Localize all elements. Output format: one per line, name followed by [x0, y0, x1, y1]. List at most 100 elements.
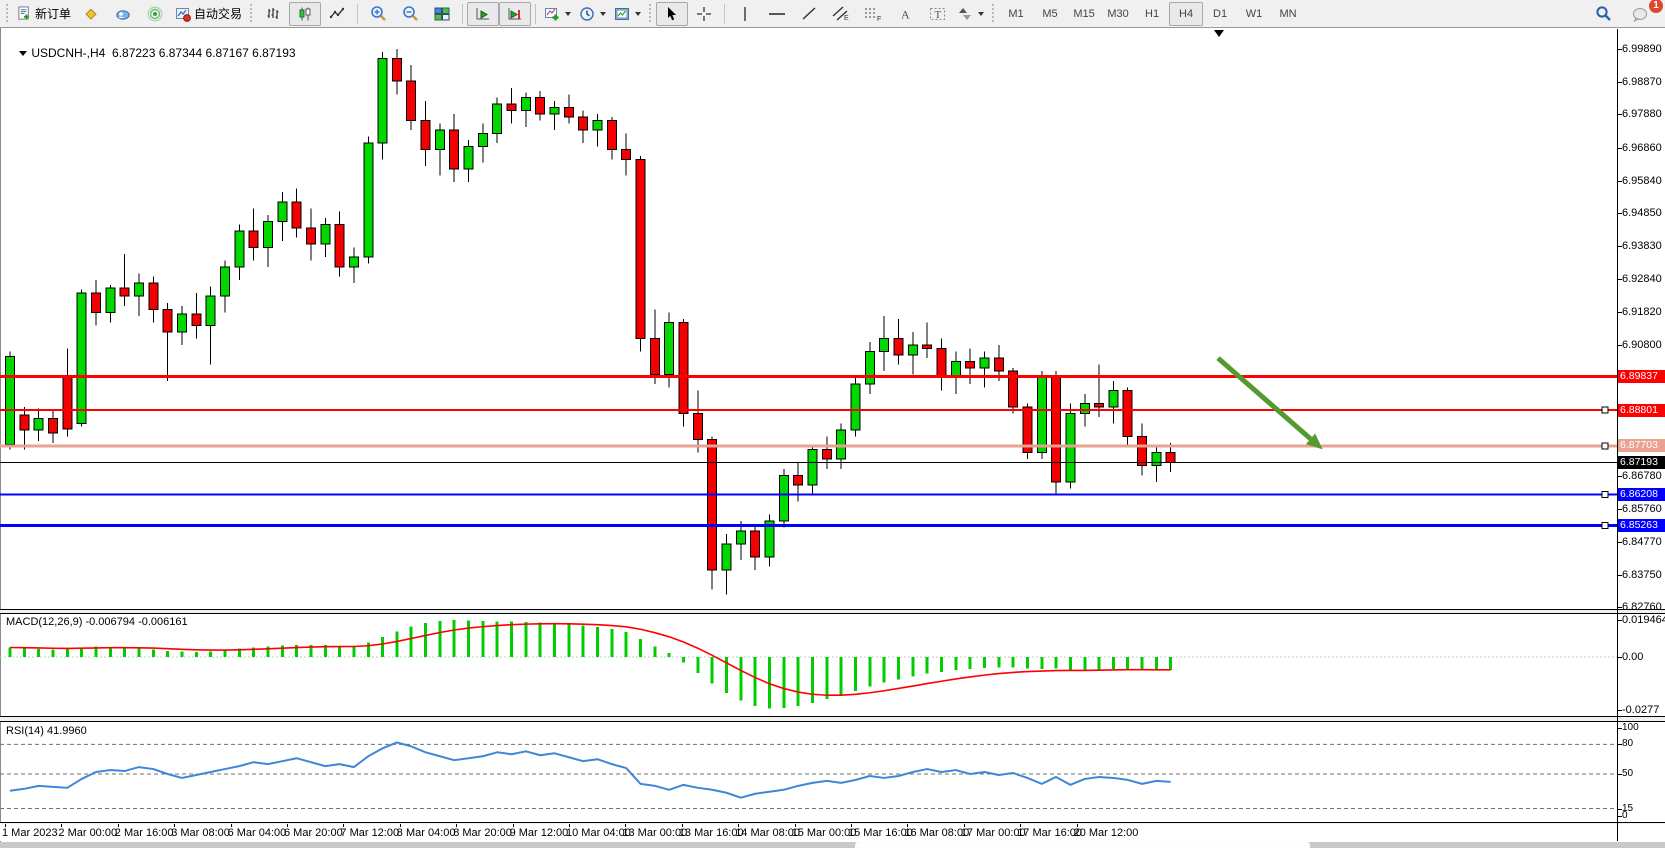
candle-body [606, 119, 617, 151]
time-axis-label: 1 Mar 2023 [2, 827, 58, 839]
zoom-out-icon [402, 6, 418, 21]
price-tick-mark [1617, 180, 1622, 182]
chart-title-symbol: USDCNH-,H4 [31, 46, 106, 60]
periods-button[interactable] [575, 2, 610, 26]
arrows-icon [959, 7, 972, 20]
vertical-line-tool-button[interactable] [729, 2, 761, 26]
timeframe-button-mn[interactable]: MN [1279, 7, 1297, 20]
templates-button[interactable] [610, 2, 645, 26]
macd-signal-line [9, 622, 1171, 697]
auto-scroll-button[interactable] [467, 1, 500, 26]
candle-body [377, 57, 388, 144]
candle-body [248, 230, 259, 248]
trendline-tool-button[interactable] [793, 2, 825, 26]
zoom-in-button[interactable] [362, 2, 394, 26]
candle-body [1079, 403, 1090, 415]
autotrading-button[interactable]: 自动交易 [171, 2, 246, 26]
macd-tick-label: -0.0277 [1622, 703, 1660, 716]
chart-shift-button[interactable] [499, 1, 532, 26]
price-tick-label: 6.99890 [1622, 43, 1662, 55]
candlestick-chart-icon [299, 7, 311, 20]
arrows-tool-button[interactable] [953, 2, 988, 26]
candle-body [90, 292, 101, 314]
price-tick-label: 6.91820 [1622, 305, 1662, 318]
horizontal-line-icon [769, 12, 786, 15]
macd-panel-separator[interactable] [0, 609, 1665, 614]
price-tick-label: 6.98870 [1622, 76, 1662, 89]
text-tool-button[interactable]: A [889, 2, 921, 26]
price-tick-label: 6.95840 [1622, 174, 1662, 187]
crosshair-tool-button[interactable] [688, 2, 720, 26]
chat-badge: 1 [1649, 0, 1663, 13]
candlestick-plot[interactable] [0, 29, 1617, 610]
time-axis-label: 7 Mar 12:00 [340, 827, 400, 839]
time-tick-mark [1020, 824, 1022, 827]
candle-body [549, 106, 560, 115]
candle-body [1122, 390, 1133, 437]
chart-window [0, 28, 1665, 842]
equidistant-channel-tool-button[interactable]: E [825, 2, 857, 26]
timeframe-button-h1[interactable]: H1 [1145, 7, 1160, 20]
timeframe-button-m1[interactable]: M1 [1008, 7, 1024, 20]
candle-body [1137, 435, 1148, 467]
candle-body [678, 321, 689, 415]
horizontal-line-tool-button[interactable] [761, 2, 793, 26]
timeframe-button-m5[interactable]: M5 [1042, 7, 1058, 20]
cursor-arrow-icon [668, 7, 677, 21]
macd-tick-label: 0.00 [1622, 651, 1644, 663]
time-axis-label: 6 Mar 20:00 [284, 827, 343, 839]
timeframe-button-w1[interactable]: W1 [1245, 7, 1263, 20]
chat-button[interactable]: 1 [1625, 0, 1663, 26]
bar-chart-button[interactable] [257, 2, 289, 26]
timeframe-button-d1[interactable]: D1 [1213, 7, 1228, 20]
line-chart-button[interactable] [321, 2, 353, 26]
timeframe-button-h4[interactable]: H4 [1169, 1, 1204, 26]
periods-caret-icon [600, 11, 607, 16]
indicators-button[interactable] [540, 2, 575, 26]
text-label-icon: T [929, 7, 945, 21]
community-button[interactable] [107, 2, 139, 26]
price-tick-mark [1617, 311, 1622, 313]
symbol-dropdown-icon[interactable] [19, 51, 28, 57]
cursor-tool-button[interactable] [656, 1, 689, 26]
toolbar-separator [462, 3, 464, 24]
toolbar-grip[interactable] [4, 3, 11, 24]
candle-body [850, 383, 861, 431]
text-label-tool-button[interactable]: T [921, 2, 953, 26]
trendline-icon [802, 6, 816, 20]
templates-caret-icon [635, 11, 642, 16]
time-tick-mark [569, 824, 570, 827]
candle-body [864, 351, 875, 385]
toolbar: 新订单 自动交易 [0, 0, 1665, 28]
fibonacci-tool-button[interactable]: F [857, 2, 889, 26]
search-button[interactable] [1587, 2, 1619, 26]
chart-shift-marker[interactable] [1214, 30, 1224, 37]
candle-body [234, 230, 245, 268]
price-axis-line [1617, 29, 1618, 841]
candle-body [535, 97, 546, 115]
level-lines-group[interactable] [0, 374, 1617, 529]
candle-body [1036, 377, 1047, 454]
toolbar-grip[interactable] [647, 3, 655, 24]
candlestick-chart-button[interactable] [289, 1, 322, 26]
tile-windows-button[interactable] [426, 2, 458, 26]
timeframe-button-m30[interactable]: M30 [1107, 7, 1129, 20]
toolbar-separator [357, 3, 359, 24]
zoom-out-button[interactable] [394, 2, 426, 26]
candle-body [434, 129, 445, 151]
toolbar-grip[interactable] [248, 3, 256, 24]
crosshair-icon [697, 6, 712, 21]
time-axis[interactable]: 1 Mar 2023 2 Mar 00:00 2 Mar 16:00 3 Mar 08… [0, 824, 1617, 841]
signals-button[interactable] [139, 2, 171, 26]
toolbar-grip[interactable] [990, 3, 998, 24]
market-button[interactable] [75, 2, 107, 26]
timeframe-button-m15[interactable]: M15 [1073, 7, 1095, 20]
candle-body [262, 220, 273, 248]
new-order-button[interactable]: 新订单 [13, 2, 75, 26]
trend-arrow[interactable] [1216, 356, 1323, 450]
candle-body [334, 224, 345, 268]
rsi-plot[interactable] [0, 722, 1617, 822]
macd-plot[interactable] [0, 613, 1617, 716]
candle-body [750, 530, 761, 558]
rsi-panel-separator[interactable] [0, 716, 1665, 722]
